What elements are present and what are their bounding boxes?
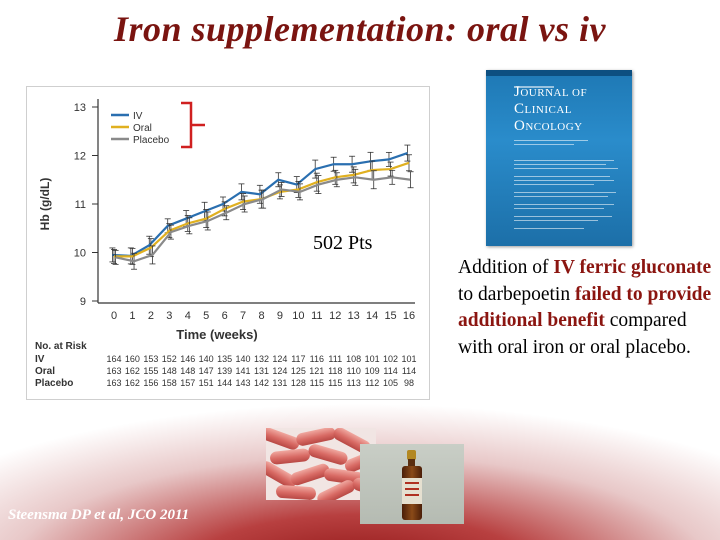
risk-cell: 135 [217, 354, 232, 364]
risk-cell: 125 [291, 366, 306, 376]
risk-cell: 109 [365, 366, 380, 376]
x-tick-label: 13 [348, 310, 360, 322]
risk-cell: 113 [347, 378, 361, 388]
x-tick-label: 3 [166, 310, 172, 322]
legend-label: IV [133, 111, 143, 122]
risk-cell: 118 [328, 366, 342, 376]
slide-title: Iron supplementation: oral vs iv [113, 9, 607, 49]
iv-iron-vial-photo [360, 444, 464, 524]
risk-cell: 164 [106, 354, 121, 364]
x-tick-label: 2 [148, 310, 154, 322]
y-tick-label: 12 [74, 151, 86, 163]
x-tick-label: 4 [185, 310, 191, 322]
journal-title-line2: CLINICAL [514, 101, 573, 117]
risk-cell: 101 [365, 354, 380, 364]
risk-cell: 153 [143, 354, 158, 364]
series-line-placebo [115, 176, 411, 263]
x-tick-label: 12 [329, 310, 341, 322]
x-tick-label: 6 [222, 310, 228, 322]
series-line-iv [112, 152, 408, 258]
x-tick-label: 15 [384, 310, 396, 322]
risk-cell: 128 [291, 378, 306, 388]
risk-cell: 140 [199, 354, 214, 364]
risk-cell: 101 [401, 354, 416, 364]
risk-cell: 148 [162, 366, 177, 376]
x-tick-label: 0 [111, 310, 117, 322]
risk-cell: 155 [143, 366, 158, 376]
y-tick-label: 9 [80, 296, 86, 308]
risk-cell: 162 [125, 366, 140, 376]
risk-row-label: Oral [35, 366, 55, 377]
hb-chart: 9 10 11 12 13 0 1 2 3 4 5 6 7 8 9 10 11 12 13 14 15 16 Time (w… [26, 86, 430, 400]
conclusion-text: Addition of IV ferric gluconate to darbe… [458, 257, 712, 358]
risk-cell: 132 [254, 354, 269, 364]
x-axis-label: Time (weeks) [176, 327, 257, 342]
risk-cell: 148 [180, 366, 195, 376]
risk-cell: 105 [383, 378, 398, 388]
risk-cell: 142 [254, 378, 269, 388]
x-tick-label: 10 [292, 310, 304, 322]
risk-cell: 163 [106, 366, 121, 376]
risk-cell: 121 [309, 366, 324, 376]
x-tick-label: 7 [240, 310, 246, 322]
risk-cell: 157 [180, 378, 195, 388]
legend-bracket [181, 101, 205, 149]
risk-cell: 147 [199, 366, 214, 376]
risk-cell: 115 [310, 378, 324, 388]
risk-cell: 110 [347, 366, 361, 376]
risk-cell: 112 [365, 378, 379, 388]
risk-cell: 163 [106, 378, 121, 388]
y-tick-label: 11 [75, 199, 86, 211]
risk-cell: 114 [383, 366, 397, 376]
legend-label: Placebo [133, 135, 170, 146]
legend-label: Oral [133, 123, 152, 134]
y-axis-label: Hb (g/dL) [38, 178, 52, 231]
journal-title-line1: JOURNAL OF [514, 84, 588, 100]
x-tick-label: 8 [258, 310, 264, 322]
risk-table-header: No. at Risk [35, 341, 87, 352]
no-benefit-highlight: failed to provide additional benefit [458, 283, 712, 332]
risk-cell: 124 [272, 366, 287, 376]
risk-cell: 131 [254, 366, 269, 376]
citation: Steensma DP et al, JCO 2011 [8, 507, 190, 523]
risk-cell: 115 [328, 378, 342, 388]
risk-cell: 102 [383, 354, 398, 364]
risk-cell: 139 [217, 366, 232, 376]
y-tick-label: 13 [74, 102, 86, 114]
risk-cell: 108 [346, 354, 361, 364]
x-tick-label: 11 [311, 310, 322, 322]
risk-cell: 143 [236, 378, 251, 388]
risk-cell: 98 [404, 378, 414, 388]
risk-cell: 146 [180, 354, 195, 364]
risk-cell: 114 [402, 366, 416, 376]
risk-row-label: IV [35, 354, 45, 365]
risk-cell: 140 [236, 354, 251, 364]
x-tick-label: 16 [403, 310, 415, 322]
risk-cell: 144 [217, 378, 232, 388]
risk-cell: 141 [236, 366, 251, 376]
patients-annotation: 502 Pts [313, 232, 373, 254]
risk-row-label: Placebo [35, 378, 73, 389]
x-tick-label: 9 [277, 310, 283, 322]
risk-cell: 131 [272, 378, 287, 388]
risk-cell: 156 [143, 378, 158, 388]
x-tick-label: 14 [366, 310, 378, 322]
iron-pills-photo [266, 428, 376, 500]
risk-cell: 124 [272, 354, 287, 364]
journal-cover: JOURNAL OF CLINICAL ONCOLOGY [486, 70, 632, 246]
risk-cell: 158 [162, 378, 177, 388]
risk-cell: 152 [162, 354, 177, 364]
risk-cell: 162 [125, 378, 140, 388]
y-tick-label: 10 [74, 248, 86, 260]
journal-title-line3: ONCOLOGY [514, 118, 583, 134]
risk-cell: 116 [310, 354, 324, 364]
x-tick-label: 1 [129, 310, 135, 322]
x-tick-label: 5 [203, 310, 209, 322]
iv-ferric-highlight: IV ferric gluconate [553, 257, 712, 278]
risk-cell: 151 [199, 378, 214, 388]
risk-cell: 117 [291, 354, 305, 364]
risk-cell: 111 [328, 354, 342, 364]
risk-cell: 160 [125, 354, 140, 364]
